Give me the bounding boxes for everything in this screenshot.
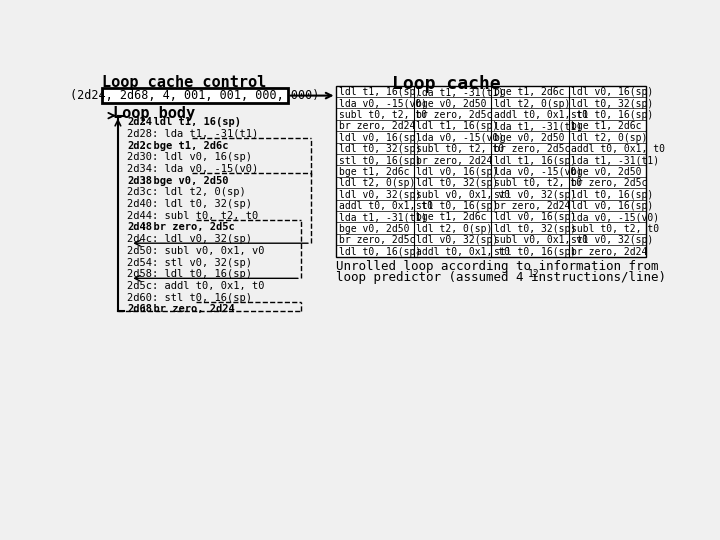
Text: bge t1, 2d6c: bge t1, 2d6c [494, 87, 564, 97]
Text: ldl v0, 16(sp): ldl v0, 16(sp) [494, 212, 576, 222]
Text: 2d3c: ldl t2, 0(sp): 2d3c: ldl t2, 0(sp) [127, 187, 246, 198]
Text: br zero, 2d24: br zero, 2d24 [494, 201, 570, 211]
Text: 2d54: stl v0, 32(sp): 2d54: stl v0, 32(sp) [127, 258, 252, 268]
Text: 2d4c: ldl v0, 32(sp): 2d4c: ldl v0, 32(sp) [127, 234, 252, 244]
Text: lda v0, -15(v0): lda v0, -15(v0) [494, 167, 582, 177]
Text: ldl v0, 16(sp): ldl v0, 16(sp) [571, 201, 654, 211]
Text: br zero, 2d24: br zero, 2d24 [339, 122, 415, 131]
Text: bge t1, 2d6c: bge t1, 2d6c [339, 167, 409, 177]
Text: stl t0, 16(sp): stl t0, 16(sp) [339, 156, 421, 165]
Text: bge v0, 2d50: bge v0, 2d50 [494, 133, 564, 143]
Text: subl t0, t2, t0: subl t0, t2, t0 [339, 110, 427, 120]
Text: 2d48: 2d48 [127, 222, 152, 233]
Text: br zero, 2d5c: br zero, 2d5c [571, 178, 648, 188]
Text: lda v0, -15(v0): lda v0, -15(v0) [416, 133, 505, 143]
Text: 2d28: lda t1, -31(t1): 2d28: lda t1, -31(t1) [127, 129, 258, 139]
Text: ldl t0, 32(sp): ldl t0, 32(sp) [416, 178, 498, 188]
Text: ldl t0, 32(sp): ldl t0, 32(sp) [339, 144, 421, 154]
Text: bge t1, 2d6c: bge t1, 2d6c [571, 122, 642, 131]
Text: 2d58: ldl t0, 16(sp): 2d58: ldl t0, 16(sp) [127, 269, 252, 279]
Text: bge v0, 2d50: bge v0, 2d50 [339, 224, 409, 234]
Text: 2d2c: 2d2c [127, 140, 152, 151]
Text: br zero, 2d5c: br zero, 2d5c [416, 110, 492, 120]
Bar [336, 85, 647, 256]
Text: lda t1, -31(t1): lda t1, -31(t1) [339, 212, 427, 222]
Text: ldl v0, 16(sp): ldl v0, 16(sp) [571, 87, 654, 97]
Text: stl v0, 32(sp): stl v0, 32(sp) [494, 190, 576, 200]
Text: 2d34: lda v0, -15(v0): 2d34: lda v0, -15(v0) [127, 164, 258, 174]
Text: ldl t2, 0(sp): ldl t2, 0(sp) [339, 178, 415, 188]
Text: (2d24, 2d68, 4, 001, 001, 000, 000): (2d24, 2d68, 4, 001, 001, 000, 000) [70, 89, 319, 102]
Text: ldl t0, 16(sp): ldl t0, 16(sp) [571, 190, 654, 200]
Text: ldl v0, 16(sp): ldl v0, 16(sp) [339, 133, 421, 143]
Text: lda t1, -31(t1): lda t1, -31(t1) [416, 87, 505, 97]
Text: ldl t1, 16(sp): ldl t1, 16(sp) [339, 87, 421, 97]
Text: 2d50: subl v0, 0x1, v0: 2d50: subl v0, 0x1, v0 [127, 246, 265, 256]
Text: Loop body: Loop body [113, 106, 195, 122]
Text: ldl t2, 0(sp): ldl t2, 0(sp) [494, 98, 570, 109]
Text: : br zero, 2d5c: : br zero, 2d5c [141, 222, 235, 233]
Text: : bge v0, 2d50: : bge v0, 2d50 [141, 176, 229, 186]
Text: ldl t0, 16(sp): ldl t0, 16(sp) [339, 247, 421, 256]
Text: ldl t0, 32(sp): ldl t0, 32(sp) [571, 98, 654, 109]
Text: Unrolled loop according to information from: Unrolled loop according to information f… [336, 260, 659, 273]
Text: br zero, 2d5c: br zero, 2d5c [494, 144, 570, 154]
Text: 2d68: 2d68 [127, 305, 152, 314]
Text: 2d5c: addl t0, 0x1, t0: 2d5c: addl t0, 0x1, t0 [127, 281, 265, 291]
Text: 2d44: subl t0, t2, t0: 2d44: subl t0, t2, t0 [127, 211, 258, 221]
Text: ldl t2, 0(sp): ldl t2, 0(sp) [571, 133, 648, 143]
Text: lda t1, -31(t1): lda t1, -31(t1) [494, 122, 582, 131]
Text: Loop cache: Loop cache [392, 75, 501, 93]
Text: stl t0, 16(sp): stl t0, 16(sp) [494, 247, 576, 256]
Text: Loop cache control: Loop cache control [102, 75, 266, 90]
Text: 2d40: ldl t0, 32(sp): 2d40: ldl t0, 32(sp) [127, 199, 252, 209]
Text: ldl t0, 32(sp): ldl t0, 32(sp) [494, 224, 576, 234]
Text: 2d30: ldl v0, 16(sp): 2d30: ldl v0, 16(sp) [127, 152, 252, 163]
Text: subl t0, t2, t0: subl t0, t2, t0 [494, 178, 582, 188]
Text: br zero, 2d5c: br zero, 2d5c [339, 235, 415, 245]
Text: stl v0, 32(sp): stl v0, 32(sp) [571, 235, 654, 245]
Text: addl t0, 0x1, t0: addl t0, 0x1, t0 [571, 144, 665, 154]
Text: addl t0, 0x1, t0: addl t0, 0x1, t0 [416, 247, 510, 256]
Text: stl t0, 16(sp): stl t0, 16(sp) [571, 110, 654, 120]
Text: ldl t1, 16(sp): ldl t1, 16(sp) [416, 122, 498, 131]
Text: addl t0, 0x1, t0: addl t0, 0x1, t0 [339, 201, 433, 211]
Text: br zero, 2d24: br zero, 2d24 [416, 156, 492, 165]
Text: bge t1, 2d6c: bge t1, 2d6c [416, 212, 487, 222]
Text: subl t0, t2, t0: subl t0, t2, t0 [416, 144, 505, 154]
Text: loop predictor (assumed 4 instructions/line): loop predictor (assumed 4 instructions/l… [336, 271, 667, 284]
Text: subl v0, 0x1, v0: subl v0, 0x1, v0 [494, 235, 588, 245]
Text: ldl v0, 32(sp): ldl v0, 32(sp) [416, 235, 498, 245]
Text: lda v0, -15(v0): lda v0, -15(v0) [571, 212, 660, 222]
Text: ldl t2, 0(sp): ldl t2, 0(sp) [416, 224, 492, 234]
Text: 2d24: 2d24 [127, 117, 152, 127]
Text: subl v0, 0x1, v0: subl v0, 0x1, v0 [416, 190, 510, 200]
Text: stl t0, 16(sp): stl t0, 16(sp) [416, 201, 498, 211]
Text: addl t0, 0x1, t0: addl t0, 0x1, t0 [494, 110, 588, 120]
Text: ldl v0, 16(sp): ldl v0, 16(sp) [416, 167, 498, 177]
Text: 2d60: stl t0, 16(sp): 2d60: stl t0, 16(sp) [127, 293, 252, 303]
Text: ldl t1, 16(sp): ldl t1, 16(sp) [494, 156, 576, 165]
Bar [102, 88, 287, 103]
Text: : bge t1, 2d6c: : bge t1, 2d6c [141, 140, 229, 151]
Text: lda t1, -31(t1): lda t1, -31(t1) [571, 156, 660, 165]
Text: subl t0, t2, t0: subl t0, t2, t0 [571, 224, 660, 234]
Text: : br zero, 2d24: : br zero, 2d24 [141, 305, 235, 314]
Text: bge v0, 2d50: bge v0, 2d50 [416, 98, 487, 109]
Text: : ldl t1, 16(sp): : ldl t1, 16(sp) [141, 117, 241, 127]
Text: ldl v0, 32(sp): ldl v0, 32(sp) [339, 190, 421, 200]
Text: 2d38: 2d38 [127, 176, 152, 186]
Text: lda v0, -15(v0): lda v0, -15(v0) [339, 98, 427, 109]
Text: br zero, 2d24: br zero, 2d24 [571, 247, 648, 256]
Text: bge v0, 2d50: bge v0, 2d50 [571, 167, 642, 177]
Text: 12: 12 [528, 269, 540, 279]
